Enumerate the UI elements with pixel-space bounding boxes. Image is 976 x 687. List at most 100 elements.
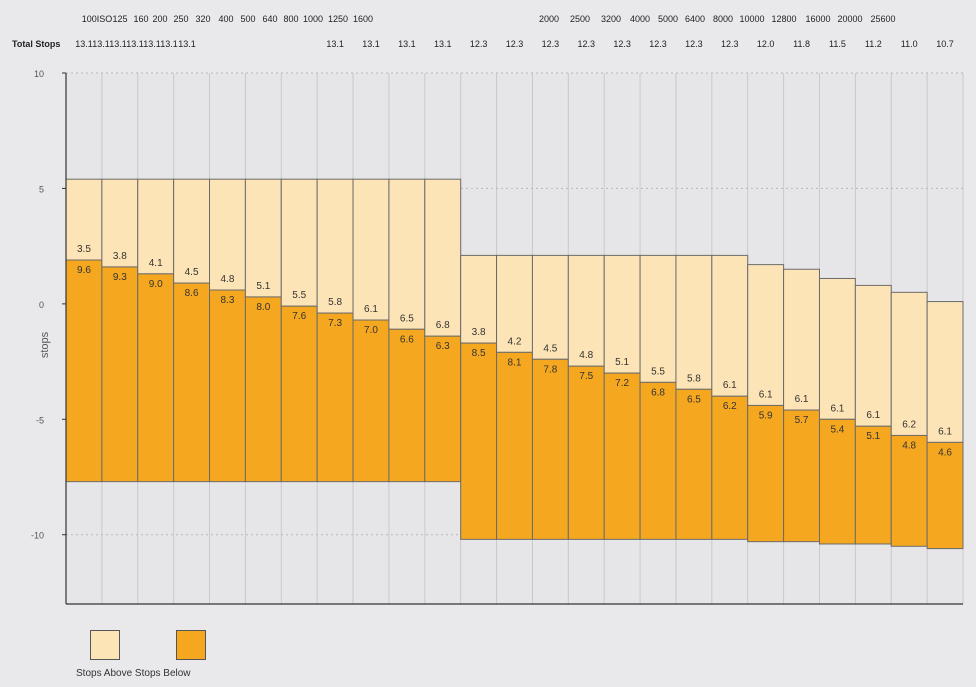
iso-label: 160 xyxy=(133,14,148,24)
bar-stops-above xyxy=(137,178,175,275)
data-label-stops-below: 6.2 xyxy=(723,401,737,412)
data-label-stops-below: 5.4 xyxy=(830,424,844,435)
total-stops-label: Total Stops xyxy=(12,39,60,49)
iso-label: 2000 xyxy=(539,14,559,24)
bar-stops-below xyxy=(567,365,605,540)
data-label-stops-below: 7.2 xyxy=(615,378,629,389)
bar-stops-above xyxy=(280,178,318,307)
data-label-stops-below: 5.9 xyxy=(759,410,773,421)
iso-label: 2500 xyxy=(570,14,590,24)
bar-stops-below xyxy=(137,273,175,483)
data-label-stops-below: 8.1 xyxy=(508,357,522,368)
y-tick-label: 10 xyxy=(34,69,44,79)
data-label-stops-above: 5.5 xyxy=(292,290,306,301)
bar-stops-below xyxy=(747,404,785,543)
bar-stops-above xyxy=(101,178,139,268)
y-tick-label: -10 xyxy=(31,531,44,541)
bar-stops-above xyxy=(747,264,785,406)
legend: Stops Above Stops Below xyxy=(76,630,236,680)
data-label-stops-above: 4.1 xyxy=(149,258,163,269)
data-label-stops-below: 7.8 xyxy=(543,364,557,375)
data-label-stops-above: 6.1 xyxy=(866,410,880,421)
total-stops-value: 11.2 xyxy=(865,39,882,49)
data-label-stops-above: 4.2 xyxy=(508,336,522,347)
data-label-stops-above: 4.8 xyxy=(221,274,235,285)
iso-label: 250 xyxy=(173,14,188,24)
iso-label: 200 xyxy=(152,14,167,24)
total-stops-value: 13.1 xyxy=(160,39,178,49)
bar-stops-above xyxy=(424,178,462,337)
bar-stops-below xyxy=(460,342,498,540)
iso-label: 125 xyxy=(112,14,127,24)
bar-stops-below xyxy=(388,328,426,483)
data-label-stops-above: 5.1 xyxy=(615,357,629,368)
bar-stops-above xyxy=(388,178,426,330)
legend-swatch-stops-above xyxy=(90,630,120,660)
data-label-stops-below: 4.6 xyxy=(938,447,952,458)
data-label-stops-above: 6.5 xyxy=(400,313,414,324)
total-stops-value: 13.1 xyxy=(362,39,380,49)
iso-label: 4000 xyxy=(630,14,650,24)
data-label-stops-above: 3.8 xyxy=(472,327,486,338)
iso-label: 8000 xyxy=(713,14,733,24)
total-stops-value: 12.3 xyxy=(577,39,595,49)
iso-label: 400 xyxy=(218,14,233,24)
bar-stops-below xyxy=(783,409,820,543)
data-label-stops-below: 9.3 xyxy=(113,272,127,283)
bar-stops-below xyxy=(675,388,713,540)
bar-stops-below xyxy=(209,289,246,483)
data-label-stops-below: 8.3 xyxy=(221,295,235,306)
bar-stops-above xyxy=(711,254,749,397)
data-label-stops-above: 5.5 xyxy=(651,366,665,377)
total-stops-value: 13.1 xyxy=(126,39,144,49)
bars: 3.5 9.6 3.8 9.3 4.1 9.0 4.5 8.6 4.8 8.3 5.1 8.0 5.5 7… xyxy=(65,178,964,550)
data-label-stops-below: 6.8 xyxy=(651,387,665,398)
total-stops-value: 13.1 xyxy=(434,39,452,49)
iso-label: 1600 xyxy=(353,14,373,24)
data-label-stops-above: 4.5 xyxy=(543,343,557,354)
bar-stops-below xyxy=(531,358,569,540)
bar-stops-below xyxy=(818,418,856,545)
data-label-stops-above: 6.1 xyxy=(723,380,737,391)
iso-label: 16000 xyxy=(805,14,830,24)
bar-stops-below xyxy=(854,425,892,545)
total-stops-value: 11.0 xyxy=(901,39,918,49)
total-stops-value: 13.1 xyxy=(398,39,416,49)
header-rows: 100ISO 125 160 200 250 320 400 500 640 800 1000 125… xyxy=(12,14,954,49)
total-stops-value: 13.1 xyxy=(178,39,196,49)
y-axis-label: stops xyxy=(39,331,51,358)
data-label-stops-below: 5.1 xyxy=(866,431,880,442)
iso-label: 6400 xyxy=(685,14,705,24)
bar-stops-above xyxy=(244,178,282,298)
data-label-stops-below: 4.8 xyxy=(902,440,916,451)
data-label-stops-above: 6.1 xyxy=(830,403,844,414)
total-stops-value: 10.7 xyxy=(936,39,954,49)
data-label-stops-above: 5.8 xyxy=(687,373,701,384)
iso-label: 5000 xyxy=(658,14,678,24)
bar-stops-below xyxy=(639,381,677,540)
bar-stops-above xyxy=(352,178,390,321)
bar-stops-below xyxy=(424,335,462,483)
total-stops-value: 11.5 xyxy=(829,39,846,49)
data-label-stops-below: 9.6 xyxy=(77,265,91,276)
bar-stops-above xyxy=(603,254,641,374)
bar-stops-below xyxy=(173,282,211,483)
iso-label: 1250 xyxy=(328,14,348,24)
iso-label: 1000 xyxy=(303,14,323,24)
total-stops-value: 12.3 xyxy=(721,39,739,49)
y-tick-label: 0 xyxy=(39,300,44,310)
total-stops-value: 12.3 xyxy=(685,39,703,49)
data-label-stops-below: 7.6 xyxy=(292,311,306,322)
iso-label: 100ISO xyxy=(82,14,113,24)
bar-stops-below xyxy=(65,259,103,483)
total-stops-value: 12.3 xyxy=(470,39,488,49)
data-label-stops-below: 8.6 xyxy=(185,288,199,299)
iso-label: 500 xyxy=(240,14,255,24)
total-stops-value: 13.1 xyxy=(92,39,110,49)
bar-stops-above xyxy=(209,178,246,291)
bar-stops-below xyxy=(496,351,533,540)
bar-stops-above xyxy=(460,254,498,344)
y-tick-label: -5 xyxy=(36,415,44,425)
data-label-stops-above: 4.8 xyxy=(579,350,593,361)
bar-stops-below xyxy=(244,296,282,483)
